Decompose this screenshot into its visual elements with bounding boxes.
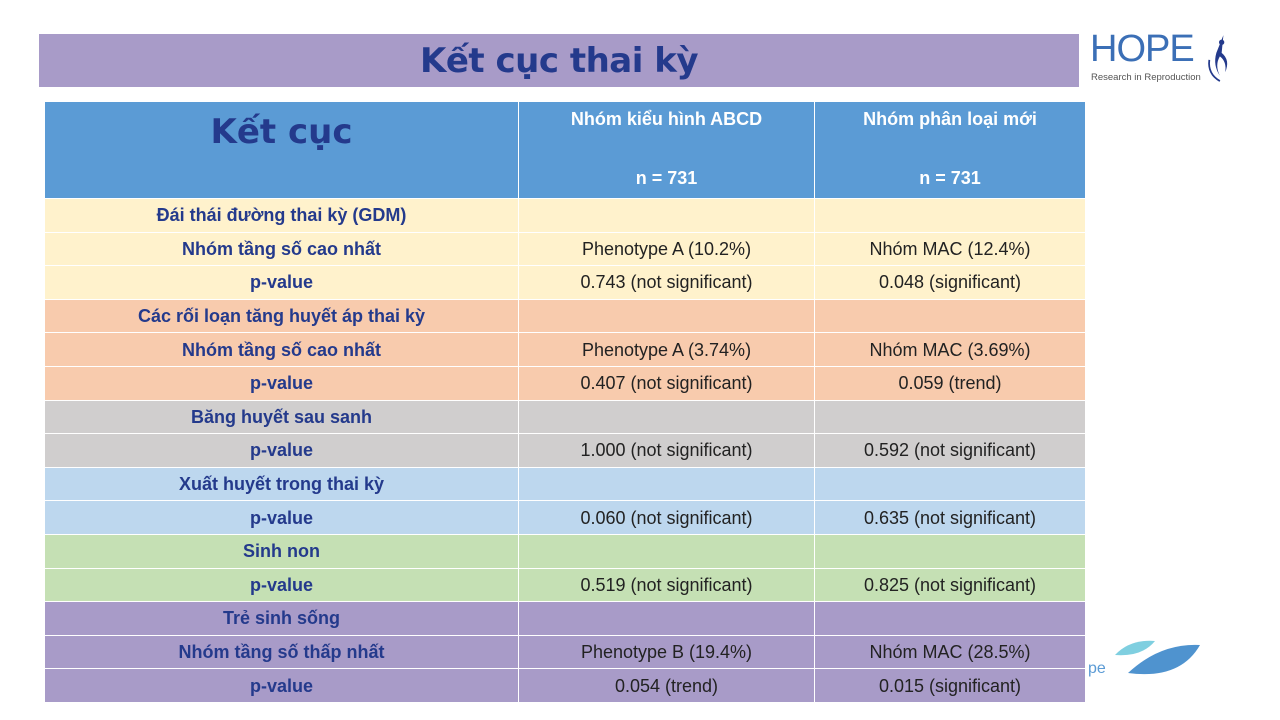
table-row: p-value 1.000 (not significant) 0.592 (not… xyxy=(44,433,1086,468)
table-row: p-value 0.743 (not significant) 0.048 (sig… xyxy=(44,265,1086,300)
outcome-cell: Nhóm tầng số cao nhất xyxy=(44,231,519,267)
outcome-cell: p-value xyxy=(44,433,519,468)
new-class-cell xyxy=(814,466,1086,502)
outcome-cell: Nhóm tầng số thấp nhất xyxy=(44,634,519,670)
abcd-cell xyxy=(518,198,815,233)
new-class-cell xyxy=(814,298,1086,334)
abcd-cell xyxy=(518,298,815,334)
abcd-cell xyxy=(518,601,815,636)
new-class-cell: 0.015 (significant) xyxy=(814,668,1086,703)
new-class-cell xyxy=(814,399,1086,435)
table-row: p-value 0.060 (not significant) 0.635 (not… xyxy=(44,500,1086,535)
new-class-cell: 0.059 (trend) xyxy=(814,365,1086,401)
abcd-cell: 0.743 (not significant) xyxy=(518,265,815,300)
outcome-cell: p-value xyxy=(44,567,519,603)
figure-icon xyxy=(1208,35,1228,82)
abcd-cell xyxy=(518,399,815,435)
abcd-cell: 0.519 (not significant) xyxy=(518,567,815,603)
new-class-cell: Nhóm MAC (28.5%) xyxy=(814,634,1086,670)
footer-fragment: pe xyxy=(1088,660,1106,677)
header-new-n: n = 731 xyxy=(919,168,981,188)
table-row: Các rối loạn tăng huyết áp thai kỳ xyxy=(44,298,1086,334)
outcome-cell: Nhóm tầng số cao nhất xyxy=(44,332,519,367)
hope-logo: HOPE Research in Reproduction xyxy=(1088,30,1238,92)
table-row: Nhóm tầng số thấp nhất Phenotype B (19.4%… xyxy=(44,634,1086,670)
abcd-cell: 1.000 (not significant) xyxy=(518,433,815,468)
table-row: p-value 0.407 (not significant) 0.059 (tre… xyxy=(44,365,1086,401)
outcome-cell: p-value xyxy=(44,668,519,703)
slide-title: Kết cục thai kỳ xyxy=(419,40,699,81)
new-class-cell: 0.048 (significant) xyxy=(814,265,1086,300)
header-outcome: Kết cục xyxy=(44,101,519,199)
header-new: Nhóm phân loại mới n = 731 xyxy=(814,101,1086,199)
new-class-cell: 0.825 (not significant) xyxy=(814,567,1086,603)
new-class-cell: Nhóm MAC (3.69%) xyxy=(814,332,1086,367)
outcome-cell: Băng huyết sau sanh xyxy=(44,399,519,435)
title-bar: Kết cục thai kỳ xyxy=(39,34,1079,87)
outcome-cell: Xuất huyết trong thai kỳ xyxy=(44,466,519,502)
outcome-cell: Trẻ sinh sống xyxy=(44,601,519,636)
new-class-cell xyxy=(814,533,1086,569)
outcome-cell: Đái thái đường thai kỳ (GDM) xyxy=(44,198,519,233)
outcome-cell: Các rối loạn tăng huyết áp thai kỳ xyxy=(44,298,519,334)
table-row: Nhóm tầng số cao nhất Phenotype A (10.2%)… xyxy=(44,231,1086,267)
table-row: p-value 0.519 (not significant) 0.825 (not… xyxy=(44,567,1086,603)
new-class-cell: 0.592 (not significant) xyxy=(814,433,1086,468)
outcome-cell: p-value xyxy=(44,365,519,401)
outcome-cell: p-value xyxy=(44,265,519,300)
header-row: Kết cục Nhóm kiểu hình ABCD n = 731 Nhóm… xyxy=(44,101,1086,199)
new-class-cell: 0.635 (not significant) xyxy=(814,500,1086,535)
leaf-decoration-icon xyxy=(1115,640,1200,675)
new-class-cell: Nhóm MAC (12.4%) xyxy=(814,231,1086,267)
table-row: p-value 0.054 (trend) 0.015 (significant) xyxy=(44,668,1086,703)
table-row: Sinh non xyxy=(44,533,1086,569)
abcd-cell xyxy=(518,533,815,569)
table-row: Đái thái đường thai kỳ (GDM) xyxy=(44,198,1086,233)
abcd-cell: Phenotype B (19.4%) xyxy=(518,634,815,670)
outcomes-table: Kết cục Nhóm kiểu hình ABCD n = 731 Nhóm… xyxy=(44,101,1086,703)
table-row: Xuất huyết trong thai kỳ xyxy=(44,466,1086,502)
header-abcd-label: Nhóm kiểu hình ABCD xyxy=(570,109,763,129)
new-class-cell xyxy=(814,198,1086,233)
logo-tagline: Research in Reproduction xyxy=(1091,72,1201,83)
table-row: Băng huyết sau sanh xyxy=(44,399,1086,435)
abcd-cell: 0.054 (trend) xyxy=(518,668,815,703)
logo-word: HOPE xyxy=(1090,28,1195,70)
table-row: Nhóm tầng số cao nhất Phenotype A (3.74%)… xyxy=(44,332,1086,367)
outcome-cell: p-value xyxy=(44,500,519,535)
new-class-cell xyxy=(814,601,1086,636)
abcd-cell xyxy=(518,466,815,502)
table-row: Trẻ sinh sống xyxy=(44,601,1086,636)
abcd-cell: Phenotype A (3.74%) xyxy=(518,332,815,367)
header-abcd-n: n = 731 xyxy=(635,168,698,188)
abcd-cell: Phenotype A (10.2%) xyxy=(518,231,815,267)
outcome-cell: Sinh non xyxy=(44,533,519,569)
header-new-label: Nhóm phân loại mới xyxy=(863,109,1037,129)
abcd-cell: 0.407 (not significant) xyxy=(518,365,815,401)
header-abcd: Nhóm kiểu hình ABCD n = 731 xyxy=(518,101,815,199)
abcd-cell: 0.060 (not significant) xyxy=(518,500,815,535)
